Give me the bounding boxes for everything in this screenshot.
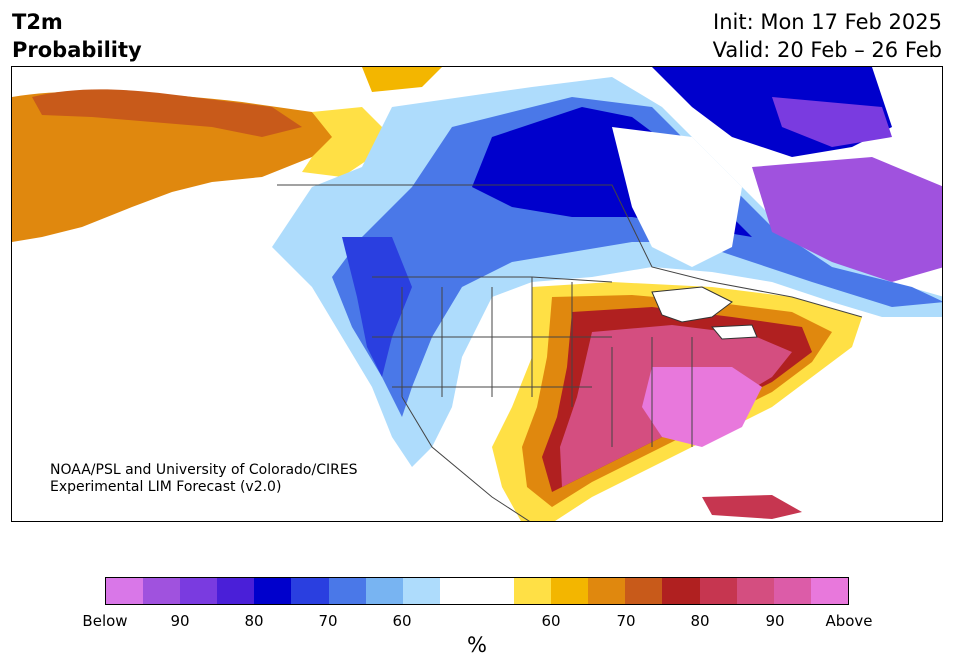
probability-map[interactable]: NOAA/PSL and University of Colorado/CIRE… bbox=[11, 66, 943, 522]
colorbar-tick-label: Above bbox=[825, 612, 873, 630]
init-date: Init: Mon 17 Feb 2025 bbox=[713, 10, 942, 34]
colorbar bbox=[105, 577, 849, 605]
variable-label: T2m bbox=[12, 10, 63, 34]
colorbar-tick-label: 80 bbox=[690, 612, 710, 630]
colorbar-segment bbox=[588, 578, 626, 604]
borders bbox=[277, 184, 863, 521]
colorbar-segment bbox=[328, 578, 366, 604]
colorbar-tick-label: 80 bbox=[244, 612, 264, 630]
valid-range: Valid: 20 Feb – 26 Feb bbox=[712, 38, 942, 62]
colorbar-segment bbox=[254, 578, 292, 604]
credit-line-2: Experimental LIM Forecast (v2.0) bbox=[50, 479, 282, 495]
colorbar-segment bbox=[662, 578, 700, 604]
map-title: T2m Probability bbox=[12, 8, 142, 64]
southeast-above-top bbox=[642, 367, 762, 447]
colorbar-segment bbox=[402, 578, 440, 604]
colorbar-segment bbox=[514, 578, 552, 604]
colorbar-unit: % bbox=[467, 633, 487, 657]
colorbar-segment bbox=[106, 578, 144, 604]
quebec-purple bbox=[752, 157, 942, 282]
colorbar-segment bbox=[143, 578, 181, 604]
colorbar-tick-label: 90 bbox=[765, 612, 785, 630]
colorbar-segment bbox=[217, 578, 255, 604]
colorbar-tick-label: 90 bbox=[170, 612, 190, 630]
colorbar-segment bbox=[810, 578, 848, 604]
credit-line-1: NOAA/PSL and University of Colorado/CIRE… bbox=[50, 462, 358, 478]
greenland-purple bbox=[772, 97, 892, 147]
caribbean-above bbox=[702, 495, 802, 519]
arctic-yellow bbox=[362, 67, 442, 92]
colorbar-segment bbox=[773, 578, 811, 604]
colorbar-segment bbox=[291, 578, 329, 604]
alaska-above-strong bbox=[32, 89, 302, 137]
map-canvas bbox=[12, 67, 942, 521]
colorbar-segment bbox=[625, 578, 663, 604]
colorbar-segment bbox=[439, 578, 477, 604]
forecast-dates: Init: Mon 17 Feb 2025 Valid: 20 Feb – 26… bbox=[713, 8, 942, 64]
colorbar-segment bbox=[180, 578, 218, 604]
great-lakes bbox=[651, 286, 758, 340]
pacific-coast-below bbox=[342, 237, 412, 377]
colorbar-segment bbox=[476, 578, 515, 604]
colorbar-tick-label: 70 bbox=[616, 612, 636, 630]
colorbar-segment bbox=[365, 578, 403, 604]
colorbar-tick-label: Below bbox=[82, 612, 128, 630]
colorbar-segment bbox=[736, 578, 774, 604]
product-label: Probability bbox=[12, 38, 142, 62]
credit-text: NOAA/PSL and University of Colorado/CIRE… bbox=[50, 462, 358, 496]
yukon-yellow-band bbox=[302, 107, 392, 177]
colorbar-tick-label: 60 bbox=[541, 612, 561, 630]
colorbar-tick-label: 60 bbox=[392, 612, 412, 630]
hudson-bay-water bbox=[612, 127, 742, 267]
colorbar-segment bbox=[699, 578, 737, 604]
colorbar-tick-label: 70 bbox=[318, 612, 338, 630]
colorbar-segment bbox=[551, 578, 589, 604]
